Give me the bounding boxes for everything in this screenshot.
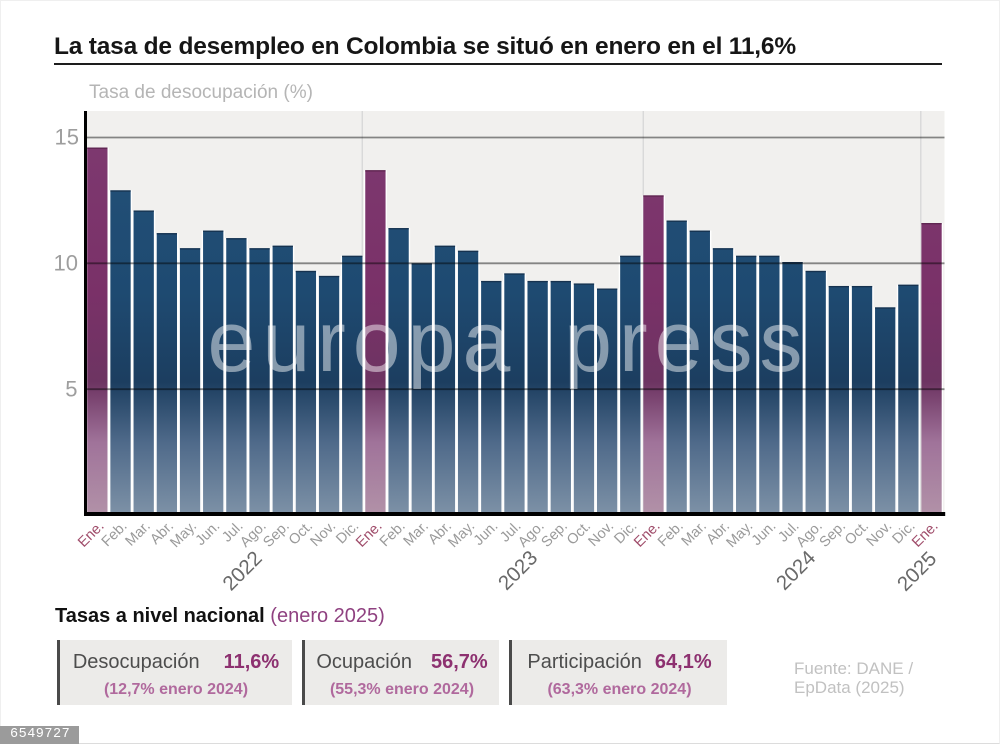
svg-text:2023: 2023	[494, 546, 543, 595]
svg-text:2024: 2024	[772, 546, 821, 595]
svg-text:15: 15	[55, 125, 79, 150]
svg-text:10: 10	[54, 251, 78, 276]
svg-text:2022: 2022	[218, 547, 267, 596]
svg-text:5: 5	[65, 377, 77, 402]
svg-text:Ene.: Ene.	[909, 518, 941, 550]
svg-text:europa press: europa press	[208, 294, 810, 390]
svg-text:2025: 2025	[893, 547, 942, 596]
